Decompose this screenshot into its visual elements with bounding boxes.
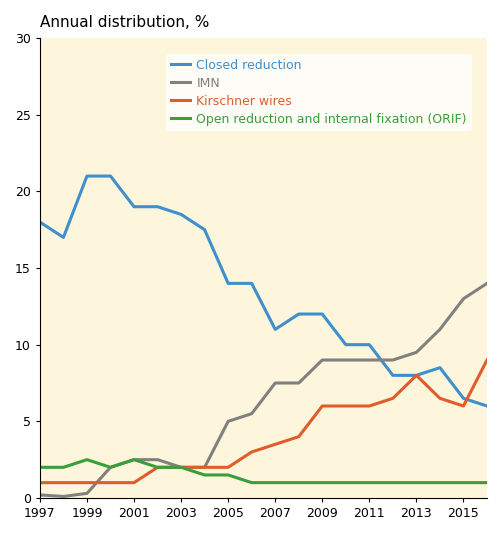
Kirschner wires (60, 479, 66, 486)
IMN (84, 490, 90, 496)
Closed reduction (37, 219, 43, 225)
Open reduction and internal fixation (ORIF) (295, 479, 301, 486)
Open reduction and internal fixation (ORIF) (342, 479, 348, 486)
Open reduction and internal fixation (ORIF) (84, 456, 90, 463)
Open reduction and internal fixation (ORIF) (131, 456, 137, 463)
IMN (272, 380, 278, 386)
IMN (37, 492, 43, 498)
Open reduction and internal fixation (ORIF) (37, 464, 43, 470)
IMN (131, 456, 137, 463)
Kirschner wires (224, 464, 230, 470)
Kirschner wires (154, 464, 160, 470)
Legend: Closed reduction, IMN, Kirschner wires, Open reduction and internal fixation (OR: Closed reduction, IMN, Kirschner wires, … (166, 54, 471, 131)
IMN (483, 280, 489, 287)
IMN (201, 464, 207, 470)
IMN (389, 357, 395, 363)
Kirschner wires (389, 395, 395, 402)
Kirschner wires (84, 479, 90, 486)
Open reduction and internal fixation (ORIF) (389, 479, 395, 486)
Kirschner wires (107, 479, 113, 486)
Closed reduction (60, 234, 66, 241)
Closed reduction (436, 364, 442, 371)
Open reduction and internal fixation (ORIF) (60, 464, 66, 470)
Kirschner wires (295, 433, 301, 440)
Kirschner wires (436, 395, 442, 402)
Open reduction and internal fixation (ORIF) (483, 479, 489, 486)
IMN (436, 326, 442, 333)
IMN (366, 357, 372, 363)
Closed reduction (459, 395, 465, 402)
Open reduction and internal fixation (ORIF) (178, 464, 184, 470)
Closed reduction (483, 403, 489, 409)
Kirschner wires (272, 441, 278, 448)
Closed reduction (248, 280, 254, 287)
Open reduction and internal fixation (ORIF) (248, 479, 254, 486)
Open reduction and internal fixation (ORIF) (366, 479, 372, 486)
IMN (154, 456, 160, 463)
IMN (412, 349, 418, 356)
Open reduction and internal fixation (ORIF) (272, 479, 278, 486)
Kirschner wires (342, 403, 348, 409)
Open reduction and internal fixation (ORIF) (436, 479, 442, 486)
Open reduction and internal fixation (ORIF) (107, 464, 113, 470)
Kirschner wires (319, 403, 325, 409)
IMN (342, 357, 348, 363)
Open reduction and internal fixation (ORIF) (154, 464, 160, 470)
IMN (295, 380, 301, 386)
Closed reduction (154, 203, 160, 210)
Line: IMN: IMN (40, 284, 486, 496)
IMN (107, 464, 113, 470)
IMN (319, 357, 325, 363)
Line: Closed reduction: Closed reduction (40, 176, 486, 406)
IMN (60, 493, 66, 500)
Text: Annual distribution, %: Annual distribution, % (40, 15, 209, 30)
Closed reduction (84, 173, 90, 179)
Open reduction and internal fixation (ORIF) (412, 479, 418, 486)
Kirschner wires (366, 403, 372, 409)
Kirschner wires (459, 403, 465, 409)
Closed reduction (224, 280, 230, 287)
Closed reduction (319, 311, 325, 317)
Closed reduction (201, 226, 207, 233)
IMN (459, 295, 465, 302)
Open reduction and internal fixation (ORIF) (201, 472, 207, 478)
Closed reduction (412, 372, 418, 379)
Closed reduction (131, 203, 137, 210)
Closed reduction (295, 311, 301, 317)
Closed reduction (389, 372, 395, 379)
Closed reduction (342, 341, 348, 348)
Closed reduction (178, 211, 184, 218)
IMN (224, 418, 230, 425)
Closed reduction (107, 173, 113, 179)
Line: Open reduction and internal fixation (ORIF): Open reduction and internal fixation (OR… (40, 460, 486, 483)
Kirschner wires (412, 372, 418, 379)
IMN (178, 464, 184, 470)
Open reduction and internal fixation (ORIF) (459, 479, 465, 486)
Open reduction and internal fixation (ORIF) (319, 479, 325, 486)
Closed reduction (272, 326, 278, 333)
Open reduction and internal fixation (ORIF) (224, 472, 230, 478)
IMN (248, 410, 254, 417)
Kirschner wires (178, 464, 184, 470)
Kirschner wires (37, 479, 43, 486)
Kirschner wires (201, 464, 207, 470)
Line: Kirschner wires: Kirschner wires (40, 360, 486, 483)
Kirschner wires (131, 479, 137, 486)
Kirschner wires (483, 357, 489, 363)
Closed reduction (366, 341, 372, 348)
Kirschner wires (248, 449, 254, 455)
